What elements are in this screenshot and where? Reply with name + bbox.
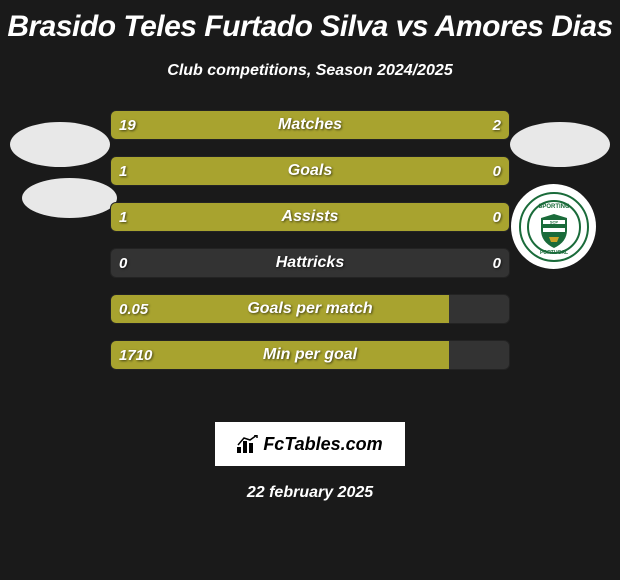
date-text: 22 february 2025 xyxy=(0,484,620,502)
player2-avatar xyxy=(510,122,610,167)
stats-bars-container: 192Matches 10Goals 10Assists 00Hattricks 0.0… xyxy=(110,110,510,386)
svg-text:SCP: SCP xyxy=(549,219,558,224)
stat-label: Hattricks xyxy=(111,249,509,277)
fctables-label: FcTables.com xyxy=(263,434,382,455)
player1-avatar xyxy=(10,122,110,167)
player2-club-avatar: SPORTING PORTUGAL SCP xyxy=(511,184,596,269)
stat-label: Goals xyxy=(111,157,509,185)
stat-bar-row: 1710Min per goal xyxy=(110,340,510,370)
page-title: Brasido Teles Furtado Silva vs Amores Di… xyxy=(0,0,620,44)
stat-bar-row: 10Assists xyxy=(110,202,510,232)
stat-bar-row: 192Matches xyxy=(110,110,510,140)
page-subtitle: Club competitions, Season 2024/2025 xyxy=(0,62,620,80)
svg-text:PORTUGAL: PORTUGAL xyxy=(539,250,567,256)
stat-label: Min per goal xyxy=(111,341,509,369)
svg-text:SPORTING: SPORTING xyxy=(538,204,570,210)
player1-club-avatar xyxy=(22,178,117,218)
comparison-area: SPORTING PORTUGAL SCP 192Matches10Goals1… xyxy=(0,110,620,410)
stat-label: Matches xyxy=(111,111,509,139)
stat-bar-row: 10Goals xyxy=(110,156,510,186)
stat-bar-row: 00Hattricks xyxy=(110,248,510,278)
chart-icon xyxy=(237,435,259,453)
stat-label: Assists xyxy=(111,203,509,231)
stat-bar-row: 0.05Goals per match xyxy=(110,294,510,324)
fctables-watermark: FcTables.com xyxy=(215,422,405,466)
sporting-cp-logo-icon: SPORTING PORTUGAL SCP xyxy=(519,192,589,262)
stat-label: Goals per match xyxy=(111,295,509,323)
